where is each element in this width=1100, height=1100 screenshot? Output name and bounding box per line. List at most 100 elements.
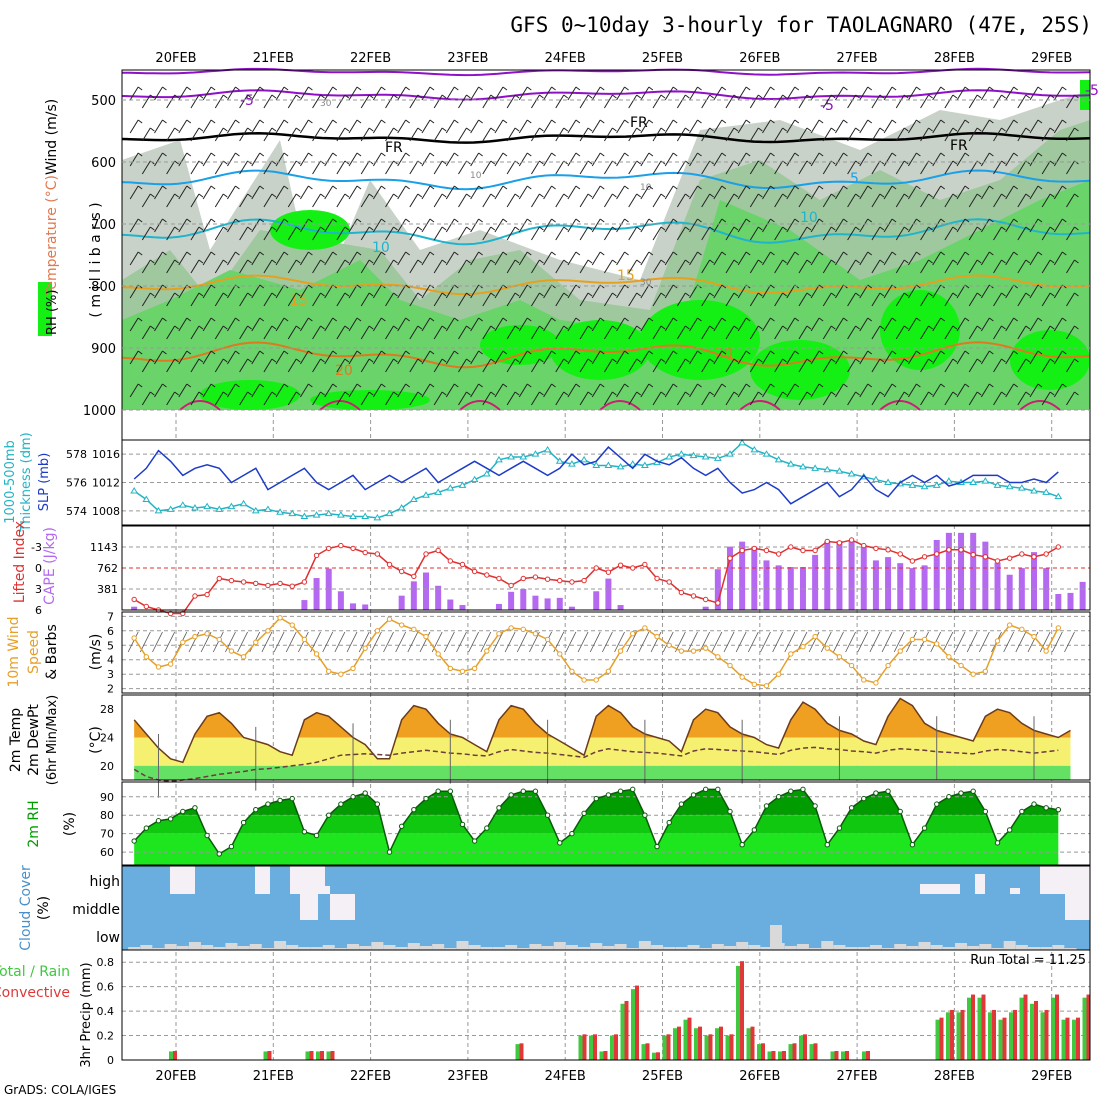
precip-total-bar (641, 1044, 646, 1060)
wind-barb (251, 218, 261, 233)
wind-barb (565, 631, 577, 653)
cape-ylabel-a: Lifted Index (12, 521, 28, 603)
wind-barb (903, 127, 909, 132)
wind-barb (1001, 160, 1006, 165)
wind-barb (976, 292, 982, 297)
wind-barb (348, 350, 358, 365)
wind-barb (794, 119, 800, 124)
cloud-high-bar (920, 884, 950, 894)
wind-barb (1003, 631, 1015, 653)
wind-barb (956, 218, 966, 233)
wind-barb (320, 358, 325, 363)
wind-barb (648, 185, 654, 190)
wind-barb (478, 218, 483, 223)
wind-barb (579, 358, 589, 373)
wind-barb (563, 127, 569, 132)
wind-barb (470, 251, 480, 266)
wind-barb (129, 251, 139, 266)
slp-series-line (133, 446, 1059, 505)
wind-barb (989, 251, 994, 256)
precip-total-bar (599, 1051, 604, 1060)
wind-barb (174, 226, 179, 231)
wind-barb (980, 284, 990, 299)
wind-barb (1017, 226, 1027, 241)
wind-barb (895, 193, 905, 208)
wind-barb (980, 119, 990, 134)
wind-barb (794, 152, 800, 157)
cloud-low-bar (565, 945, 578, 950)
wind-barb (494, 185, 504, 200)
wind-barb (968, 160, 978, 175)
cape-bar (1079, 581, 1086, 610)
wind-barb (1037, 86, 1043, 91)
wind-barb (806, 127, 812, 132)
wind-barb (920, 292, 929, 307)
lifted-index-series-point (362, 549, 368, 556)
lifted-index-series-point (386, 561, 393, 568)
wind-barb (190, 358, 200, 373)
wind-barb (348, 86, 358, 101)
wind-barb (381, 119, 386, 124)
wind-barb (502, 152, 508, 157)
wind-barb (202, 152, 212, 167)
rh-series-point (666, 819, 672, 826)
wind-barb (470, 86, 480, 101)
wind-barb (701, 127, 711, 142)
cloud-low-bar (188, 942, 201, 950)
wind-barb (429, 383, 435, 388)
wind-barb (689, 86, 698, 101)
wind-barb (287, 325, 297, 340)
wind-barb (697, 185, 702, 190)
wind-barb (198, 325, 204, 330)
lifted-index-series-point (471, 568, 478, 575)
rh-series-point (423, 795, 429, 802)
wind-barb (907, 119, 917, 134)
wind-barb (648, 251, 654, 256)
rh-series-point (289, 795, 295, 802)
cloud-low-bar (201, 945, 214, 950)
wind-barb (721, 284, 727, 289)
date-label-top: 22FEB (350, 51, 391, 66)
wind-speed-series-point (812, 633, 818, 640)
wind-barb (261, 631, 273, 653)
rh-series-point (362, 790, 368, 796)
precip-total-bar (316, 1051, 320, 1060)
wind-barb (141, 325, 151, 340)
wind-barb (1001, 193, 1006, 198)
wind-barb (907, 284, 917, 299)
wind-barb (624, 383, 629, 388)
wind-barb (758, 226, 763, 231)
wind-barb (956, 350, 966, 365)
wind-barb (855, 127, 860, 132)
slp-series (133, 446, 1059, 505)
contour-label: 10 (470, 171, 482, 181)
wind-barb (587, 358, 593, 363)
cloud-low-bar (176, 946, 189, 950)
thickness-series-point (1030, 487, 1038, 494)
wind-barb (879, 292, 885, 297)
wind-barb (555, 226, 565, 241)
contour-label: 15 (617, 268, 635, 284)
wind-barb (664, 251, 674, 266)
wind-barb (210, 383, 216, 388)
wind-barb (372, 350, 382, 365)
wind-barb (247, 193, 252, 198)
wind-barb (1053, 383, 1063, 398)
wind-barb (385, 127, 394, 142)
wind-barb (624, 185, 629, 190)
precip-convective-bar (1076, 1017, 1080, 1060)
wind-barb (648, 350, 654, 355)
wind-barb (818, 185, 824, 190)
wind-barb (920, 259, 929, 274)
wind-barb (162, 218, 167, 223)
cloud-low-bar (286, 945, 299, 950)
wind-barb (940, 218, 946, 223)
wind-barb (348, 317, 358, 332)
wind-barb (1066, 358, 1075, 373)
wind-barb (794, 185, 800, 190)
ylabel-millibars: ( m i l l i b a r s ) (88, 202, 104, 317)
wind-speed-series-point (131, 635, 137, 641)
wind-barb (830, 226, 836, 231)
wind-barb (190, 127, 200, 142)
wind-barb (685, 391, 690, 396)
